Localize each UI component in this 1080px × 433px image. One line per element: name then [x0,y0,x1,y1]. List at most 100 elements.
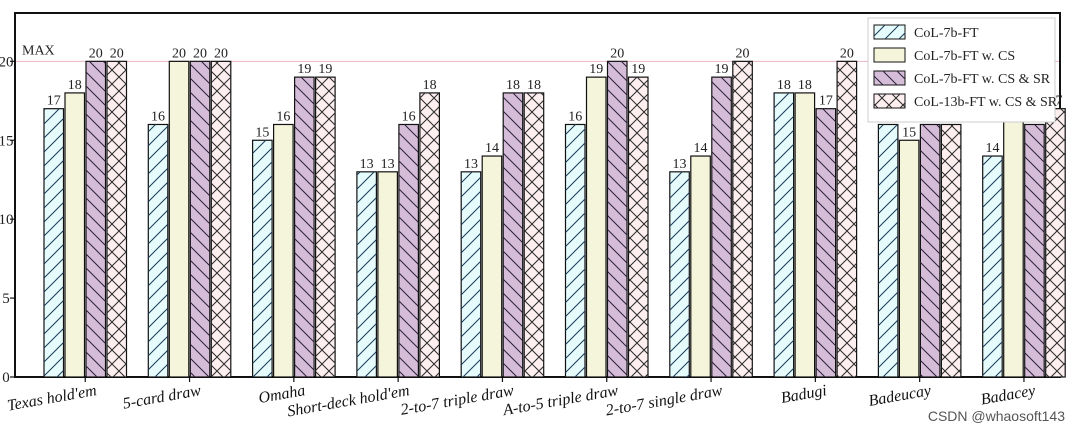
watermark-text: CSDN @whaosoft143 [928,408,1065,424]
bar-hatch [398,124,419,377]
x-category-label: A-to-5 triple draw [501,382,620,419]
bar-value-label: 19 [715,62,729,77]
bar-value-label: 18 [423,78,437,93]
bar-value-label: 20 [193,46,207,61]
bar-hatch [732,61,753,377]
bar-value-label: 16 [276,109,290,124]
bar-value-label: 15 [255,125,269,140]
y-tick-label: 20 [0,54,14,70]
bar-value-label: 20 [110,46,124,61]
bar-value-label: 13 [464,157,478,172]
bar-hatch [461,171,481,377]
bar-value-label: 16 [402,109,416,124]
bar-hatch [837,61,857,377]
bar-value-label: 17 [47,94,61,109]
bar-value-label: 18 [527,78,541,93]
bar-value-label: 19 [631,62,645,77]
bar-value-label: 16 [151,109,165,124]
legend-entry-label: CoL-7b-FT w. CS [914,49,1015,64]
bar [481,155,503,378]
bar-hatch [878,124,898,377]
bar-value-label: 18 [68,78,82,93]
bar-hatch [211,61,231,377]
bar [690,155,711,378]
bar-value-label: 20 [840,46,854,61]
bar [794,92,816,378]
bar [585,76,607,378]
bar-hatch [941,124,961,377]
y-tick-label: 10 [0,212,14,228]
bar-value-label: 18 [798,78,812,93]
legend-entry-label: CoL-7b-FT [914,26,979,41]
bar-value-label: 18 [777,78,791,93]
x-category-label: Texas hold'em [6,382,98,414]
bar [168,60,190,378]
bar-hatch [107,61,127,377]
legend-swatch-hatch [874,94,905,108]
x-category-label: Badeucay [867,382,933,410]
legend-entry-label: CoL-13b-FT w. CS & SR [914,95,1058,110]
bar-value-label: 20 [214,46,228,61]
bar-value-label: 13 [381,157,395,172]
bar-hatch [774,92,794,378]
bar-hatch [982,156,1003,377]
x-category-label: Badugi [780,382,828,407]
bar-value-label: 18 [506,78,520,93]
x-category-label: 5-card draw [122,382,203,413]
legend-swatch-hatch [874,71,905,85]
bar-value-label: 17 [819,94,833,109]
bar-value-label: 20 [89,46,103,61]
y-tick-label: 15 [0,133,14,149]
bar [1003,108,1024,378]
bar-hatch [315,77,336,377]
bar-value-label: 14 [694,141,708,156]
bar [898,139,920,378]
x-category-label: Badacey [979,382,1037,408]
bar-hatch [148,124,168,377]
bar [273,123,294,378]
bar-hatch [1024,124,1045,377]
bar-labels-group: 17 18 20 20 16 20 20 20 15 16 19 19 13 13 16 18 13 14 18 18… [47,46,1063,171]
bar-value-label: 13 [360,157,374,172]
bar-hatch [816,108,836,378]
bar-hatch [607,61,627,377]
bar-hatch [565,124,585,377]
y-tick-label: 5 [2,291,10,307]
bar-hatch [628,77,648,377]
bar-value-label: 20 [172,46,186,61]
y-tick-label: 0 [2,370,10,386]
bar-value-label: 15 [902,125,916,140]
bar-value-label: 19 [318,62,332,77]
x-category-label: Short-deck hold'em [286,382,411,420]
bar-hatch [252,140,273,377]
legend-swatch [873,47,906,63]
bar-value-label: 19 [297,62,311,77]
bar-hatch [294,77,315,377]
bar-hatch [920,124,940,377]
legend-entry-label: CoL-7b-FT w. CS & SR [914,72,1051,87]
x-category-label: 2-to-7 single draw [604,382,724,419]
bar-value-label: 14 [985,141,999,156]
bar-hatch [1045,108,1066,378]
bar [377,171,398,378]
bar-value-label: 19 [589,62,603,77]
legend: CoL-7b-FT CoL-7b-FT w. CS CoL-7b-FT w. CS … [867,17,1058,123]
bar-hatch [419,92,440,378]
bar-hatch [503,92,523,378]
bar-hatch [190,61,210,377]
bar-value-label: 16 [568,109,582,124]
bars-group [43,60,1066,378]
x-axis: Texas hold'em 5-card draw OmahaShort-deck … [6,377,1038,420]
bar-hatch [86,61,106,377]
legend-swatch-hatch [874,25,905,39]
bar-value-label: 20 [736,46,750,61]
bar-value-label: 20 [610,46,624,61]
bar-hatch [524,92,544,378]
bar-value-label: 14 [485,141,499,156]
bar-hatch [44,108,64,378]
bar-hatch [711,77,732,377]
bar-hatch [669,171,690,377]
bar-hatch [356,171,377,377]
max-line-label: MAX [22,43,55,58]
